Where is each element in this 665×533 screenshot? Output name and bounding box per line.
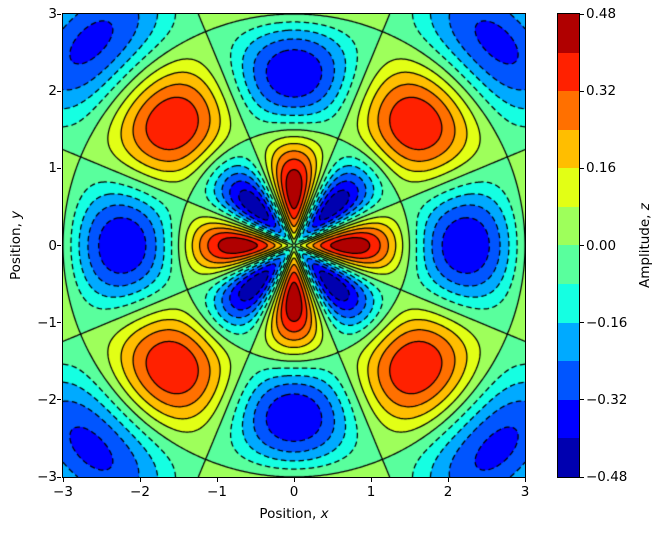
x-tick-mark — [524, 478, 526, 482]
x-tick-label: 3 — [520, 484, 530, 500]
y-tick-mark — [57, 167, 61, 169]
y-tick-label: −1 — [37, 314, 57, 331]
y-tick-mark — [57, 245, 61, 246]
x-tick-mark — [293, 478, 295, 482]
colorbar-tick-label: −0.32 — [586, 391, 628, 408]
colorbar-band — [558, 91, 579, 130]
colorbar-label: Amplitude, z — [637, 13, 659, 478]
colorbar-tick-mark — [580, 13, 584, 15]
y-tick-mark — [57, 322, 61, 324]
colorbar-tick-label: 0.48 — [586, 6, 617, 22]
x-axis-label-variable: x — [320, 506, 329, 522]
colorbar-band — [558, 438, 579, 477]
colorbar-label-text: Amplitude, — [637, 210, 653, 288]
y-tick-label: −2 — [37, 391, 57, 408]
x-tick-mark — [62, 478, 64, 482]
colorbar-band — [558, 361, 579, 400]
y-tick-mark — [57, 90, 61, 92]
colorbar-tick-mark — [580, 399, 584, 401]
y-axis-label: Position, y — [8, 13, 30, 478]
colorbar-band — [558, 399, 579, 439]
y-tick-mark — [57, 13, 61, 15]
x-tick-label: −3 — [53, 484, 73, 500]
x-tick-mark — [447, 478, 449, 482]
y-tick-label: 1 — [48, 160, 57, 177]
colorbar-tick-label: −0.48 — [586, 469, 628, 485]
x-tick-mark — [370, 478, 372, 482]
colorbar-tick-label: 0.32 — [586, 83, 617, 100]
colorbar-label-variable: z — [637, 203, 653, 211]
colorbar-band — [558, 168, 579, 207]
colorbar-band — [558, 129, 579, 169]
y-tick-label: 3 — [48, 6, 57, 22]
colorbar-band — [558, 14, 579, 53]
colorbar-band — [558, 322, 579, 362]
x-tick-label: 2 — [443, 484, 453, 500]
colorbar-tick-label: −0.16 — [586, 314, 628, 331]
colorbar-tick-label: 0.00 — [586, 237, 617, 254]
y-tick-mark — [57, 476, 61, 478]
colorbar-tick-mark — [580, 476, 584, 478]
contour-plot-canvas — [63, 14, 525, 477]
x-tick-mark — [216, 478, 218, 482]
colorbar-band — [558, 284, 579, 323]
colorbar-tick-label: 0.16 — [586, 160, 617, 177]
x-axis-label-text: Position, — [259, 506, 321, 522]
colorbar-tick-mark — [580, 90, 584, 92]
x-tick-label: 0 — [289, 484, 299, 500]
x-axis-label: Position, x — [63, 506, 525, 522]
colorbar-band — [558, 206, 579, 246]
y-axis-label-variable: y — [8, 210, 24, 219]
y-axis-label-text: Position, — [8, 218, 24, 281]
y-tick-label: 2 — [48, 83, 57, 100]
colorbar-tick-mark — [580, 322, 584, 324]
y-tick-label: 0 — [48, 237, 57, 254]
x-tick-label: 1 — [366, 484, 376, 500]
y-tick-label: −3 — [37, 469, 57, 485]
colorbar-tick-mark — [580, 245, 584, 246]
x-tick-label: −1 — [207, 484, 227, 500]
y-tick-mark — [57, 399, 61, 401]
x-tick-mark — [139, 478, 141, 482]
colorbar-band — [558, 245, 579, 285]
x-tick-label: −2 — [130, 484, 150, 500]
colorbar-outline — [557, 13, 580, 478]
colorbar-tick-mark — [580, 167, 584, 169]
colorbar-band — [558, 52, 579, 92]
colorbar — [558, 14, 579, 477]
